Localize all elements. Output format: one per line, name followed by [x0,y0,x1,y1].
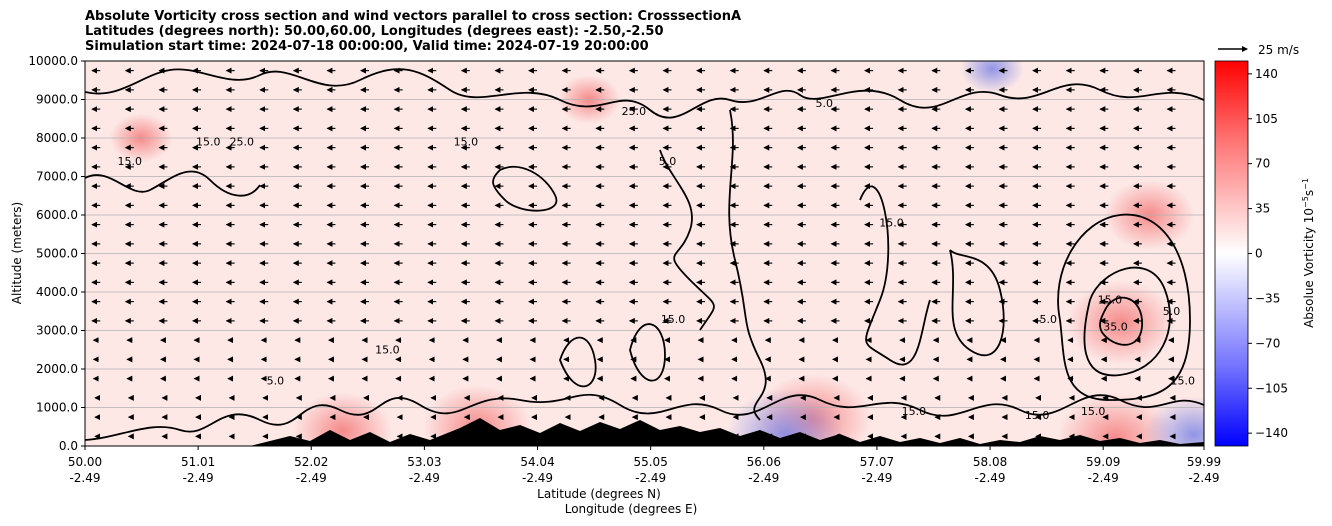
quiver-key-label: 25 m/s [1258,43,1299,57]
colorbar-tick-label: 70 [1255,157,1270,171]
y-tick-label: 7000.0 [36,170,78,184]
contour-label: 5.0 [1040,313,1058,326]
y-tick-label: 5000.0 [36,247,78,261]
contour-line [1057,213,1191,401]
x-axis-label-longitude: Longitude (degrees E) [565,502,698,516]
y-tick-label: 0.0 [59,439,78,453]
contour-line [559,336,597,388]
y-tick-label: 3000.0 [36,324,78,338]
y-tick-label: 6000.0 [36,208,78,222]
x-tick-label-lon: -2.49 [861,471,892,485]
y-axis-label: Altitude (meters) [10,202,24,304]
contour-line [728,109,767,421]
x-tick-label-lat: 51.01 [181,455,215,469]
x-axis-label-latitude: Latitude (degrees N) [537,487,661,501]
x-tick-label-lon: -2.49 [748,471,779,485]
contour-label: 25.0 [230,136,255,149]
colorbar-tick-label: 35 [1255,202,1270,216]
contour-line [629,323,666,382]
contour-line [659,149,715,331]
contour-label: 15.0 [1025,409,1050,422]
colorbar-tick-label: −140 [1255,426,1288,440]
y-tick-label: 2000.0 [36,362,78,376]
colorbar-tick-label: −70 [1255,336,1280,350]
contour-label: 15.0 [1098,294,1123,307]
contour-label: 15.0 [375,344,400,357]
contour-label: 5.0 [267,374,285,387]
contour-label: 15.0 [1081,405,1106,418]
x-tick-label-lat: 54.04 [520,455,554,469]
colorbar-tick-label: −105 [1255,381,1288,395]
colorbar-tick-label: −35 [1255,291,1280,305]
y-tick-label: 9000.0 [36,93,78,107]
contour-line [1083,266,1171,377]
contour-line [85,170,261,197]
colorbar-tick-label: 105 [1255,112,1278,126]
x-tick-label-lat: 59.99 [1187,455,1221,469]
colorbar-tick-label: 140 [1255,67,1278,81]
x-tick-label-lat: 52.02 [294,455,328,469]
colorbar-tick-label: 0 [1255,247,1263,261]
chart-title-line-1: Absolute Vorticity cross section and win… [85,9,742,24]
contour-line [85,393,1204,441]
contour-line [859,185,931,366]
x-tick-label-lat: 53.03 [407,455,441,469]
contour-label: 15.0 [1170,374,1195,387]
quiver-key: 25 m/s [1218,43,1299,57]
x-tick-label-lon: -2.49 [975,471,1006,485]
contour-line [85,68,1204,119]
y-tick-label: 10000.0 [28,54,78,68]
x-tick-label-lat: 55.05 [633,455,667,469]
x-tick-label-lon: -2.49 [409,471,440,485]
x-tick-label-lon: -2.49 [1088,471,1119,485]
x-tick-label-lon: -2.49 [635,471,666,485]
positive-vorticity-region [1067,280,1176,365]
contour-label: 15.0 [118,155,143,168]
contour-label: 5.0 [1163,305,1181,318]
x-tick-label-lat: 58.08 [973,455,1007,469]
x-tick-label-lon: -2.49 [522,471,553,485]
y-tick-label: 4000.0 [36,285,78,299]
x-tick-label-lon: -2.49 [183,471,214,485]
x-tick-label-lon: -2.49 [69,471,100,485]
y-tick-label: 1000.0 [36,401,78,415]
chart-title-line-3: Simulation start time: 2024-07-18 00:00:… [85,39,649,54]
colorbar [1214,60,1249,447]
negative-vorticity-region [1144,395,1204,446]
contour-line [492,165,558,212]
x-tick-label-lat: 57.07 [860,455,894,469]
contour-label: 5.0 [816,97,834,110]
chart-title: Absolute Vorticity cross section and win… [85,9,741,54]
colorbar-label: Absolue Vorticity 10−5s−1 [1301,178,1316,328]
contour-line [949,249,1005,357]
x-tick-label-lon: -2.49 [296,471,327,485]
x-tick-label-lat: 50.00 [68,455,102,469]
contour-label: 15.0 [902,405,927,418]
x-tick-label-lat: 59.09 [1086,455,1120,469]
contour-label: 15.0 [196,136,221,149]
contour-label: 25.0 [622,105,647,118]
contour-label: 15.0 [661,313,686,326]
y-tick-label: 8000.0 [36,131,78,145]
contour-label: 5.0 [659,155,677,168]
chart-title-line-2: Latitudes (degrees north): 50.00,60.00, … [85,24,664,39]
x-tick-label-lon: -2.49 [1188,471,1219,485]
contour-label: 15.0 [879,217,904,230]
negative-vorticity-region [960,61,1024,94]
contour-label: 35.0 [1103,321,1128,334]
x-tick-label-lat: 56.06 [747,455,781,469]
contour-label: 15.0 [454,136,479,149]
